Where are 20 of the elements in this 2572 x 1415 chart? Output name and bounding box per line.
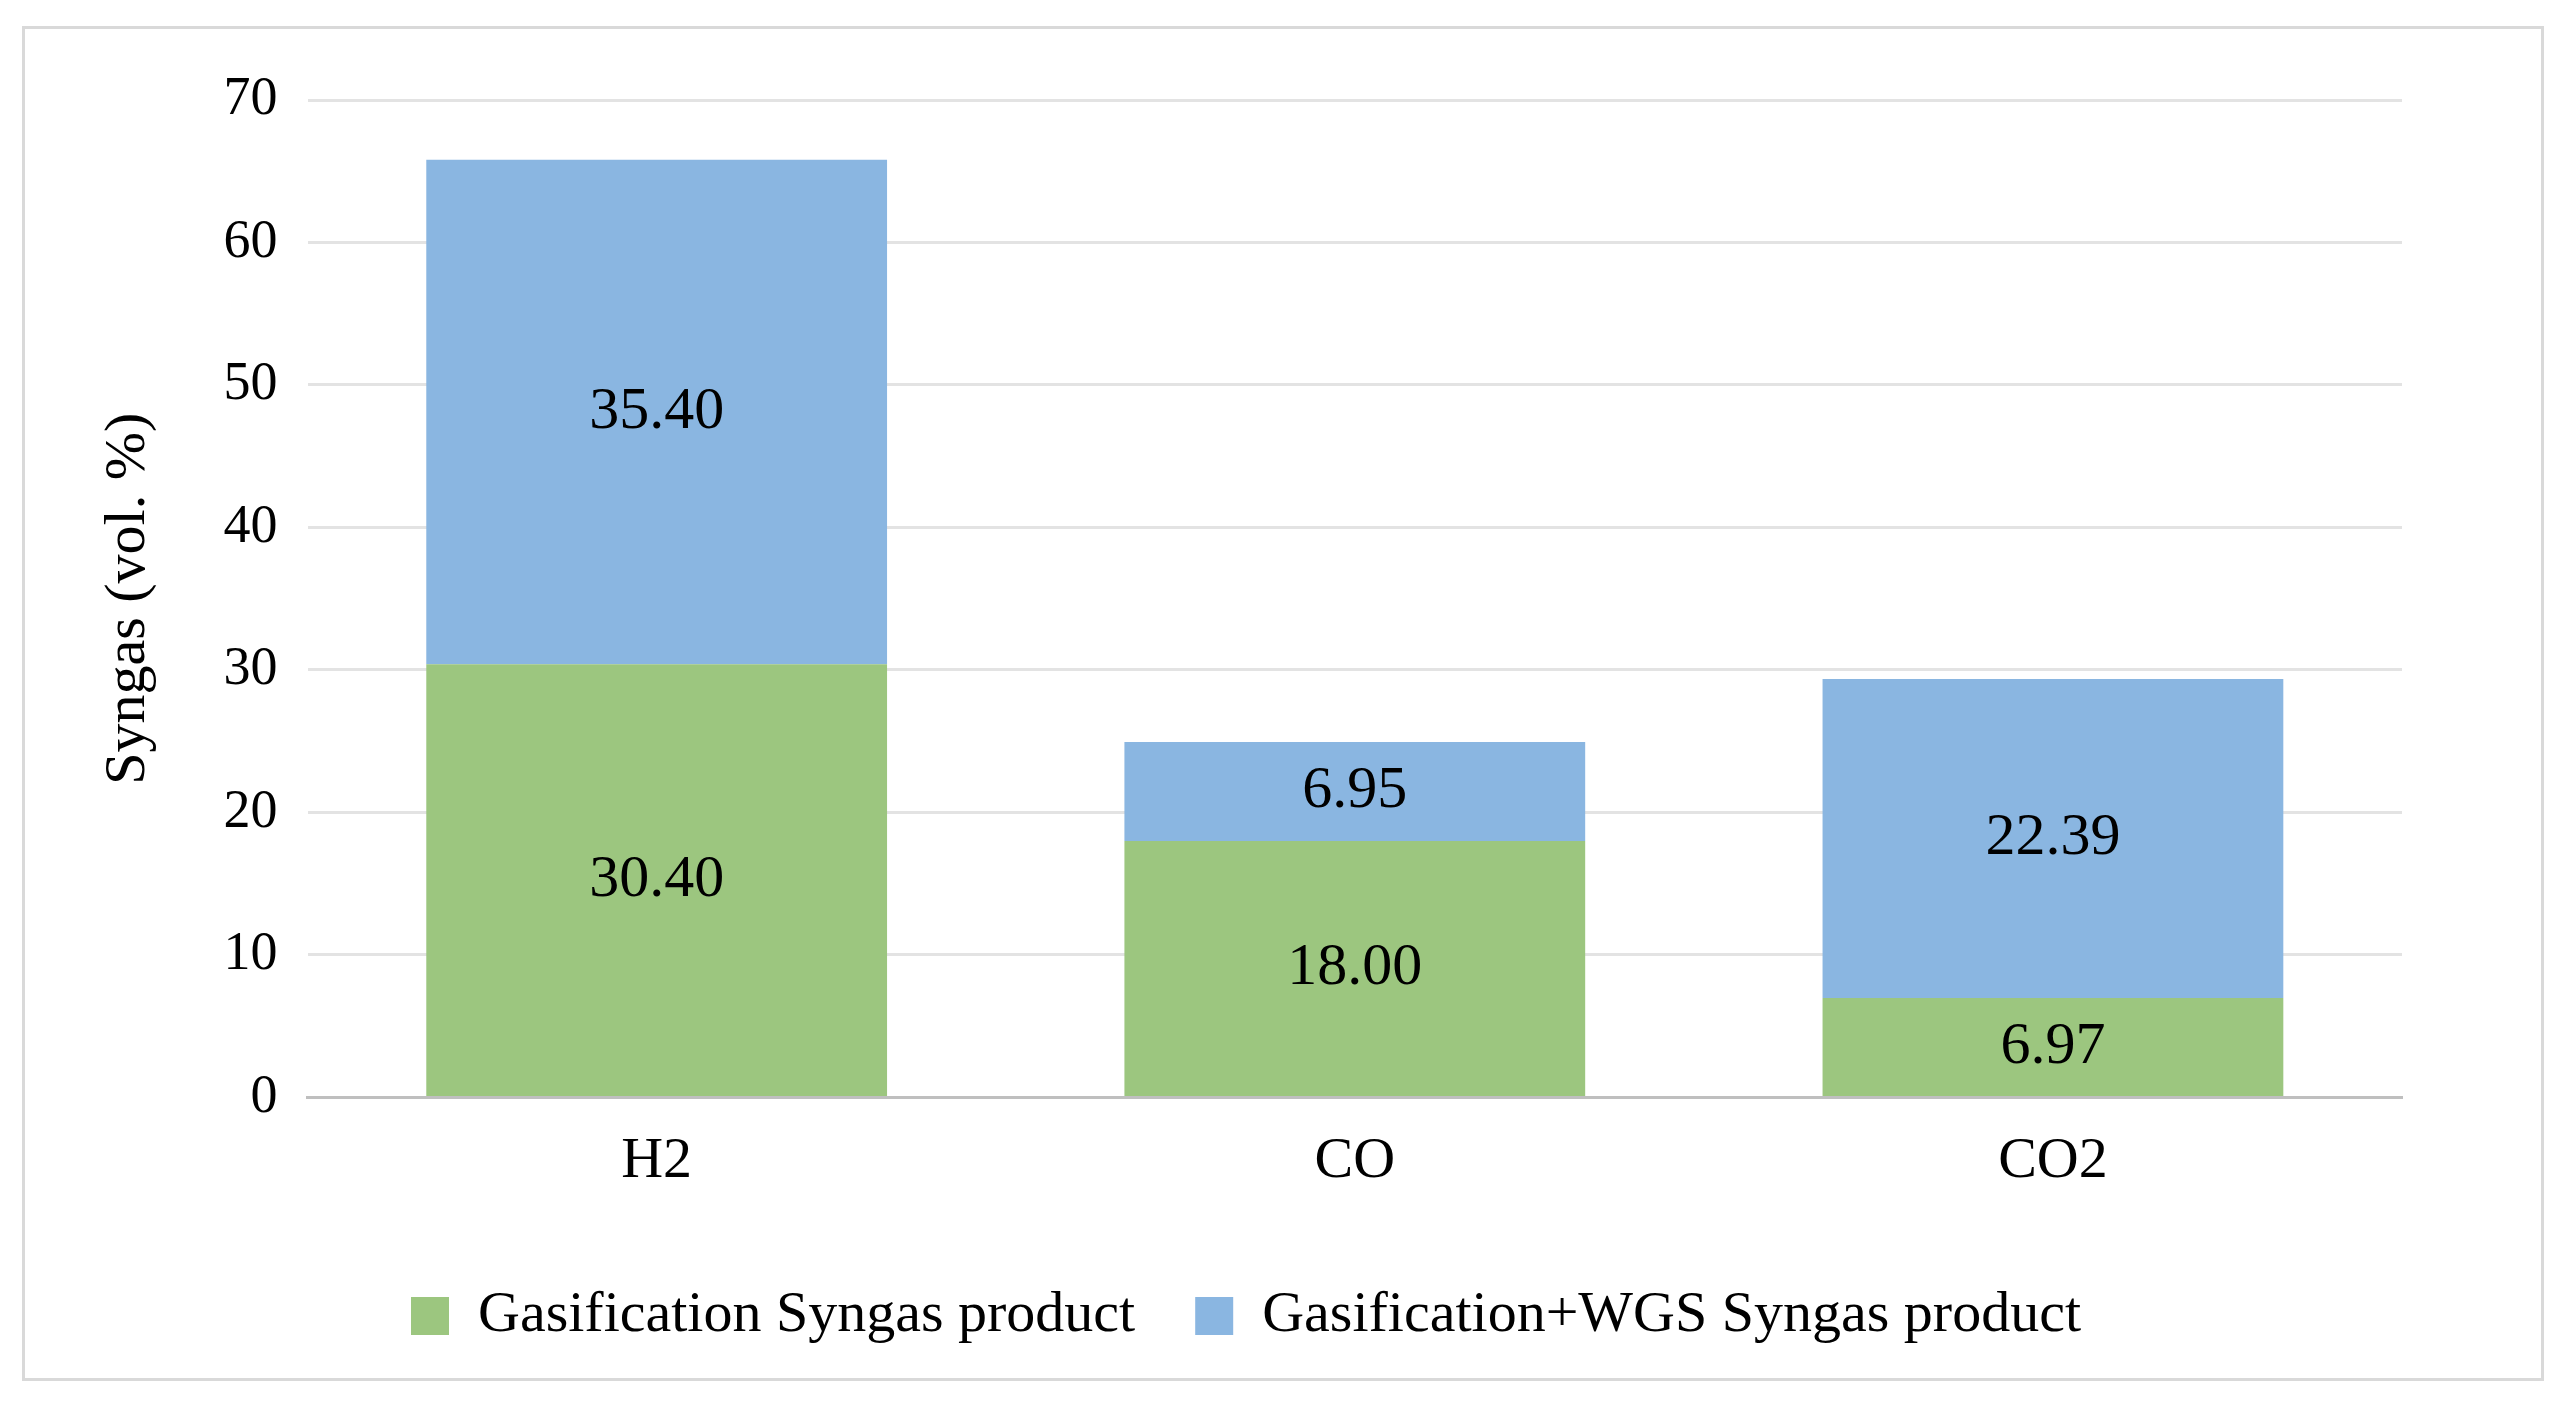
y-tick-label: 20	[223, 778, 278, 839]
legend-label: Gasification+WGS Syngas product	[1262, 1279, 2081, 1345]
data-label: 35.40	[589, 374, 725, 441]
data-label: 6.97	[2000, 1009, 2106, 1076]
y-axis-title: Syngas (vol. %)	[92, 412, 158, 785]
y-tick-label: 30	[223, 636, 278, 697]
y-tick-label: 40	[223, 493, 278, 554]
data-label: 30.40	[589, 842, 725, 909]
x-tick-label: H2	[621, 1125, 693, 1191]
data-label: 6.95	[1302, 754, 1408, 821]
y-tick-label: 70	[223, 66, 278, 127]
x-tick-label: CO2	[1998, 1125, 2108, 1191]
x-tick-label: CO	[1314, 1125, 1396, 1191]
y-tick-label: 0	[250, 1063, 278, 1124]
data-label: 18.00	[1287, 931, 1423, 998]
legend-label: Gasification Syngas product	[478, 1279, 1136, 1345]
y-tick-label: 10	[223, 921, 278, 982]
y-tick-label: 50	[223, 351, 278, 412]
data-label: 22.39	[1985, 801, 2121, 868]
y-tick-label: 60	[223, 208, 278, 269]
